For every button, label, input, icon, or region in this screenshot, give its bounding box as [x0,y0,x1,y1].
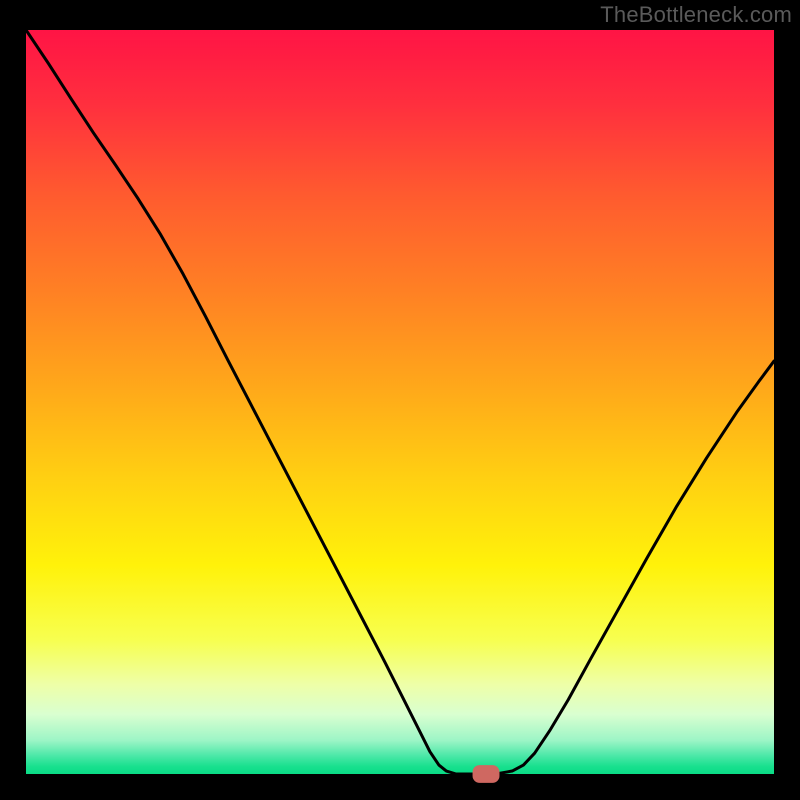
optimal-marker [473,765,500,783]
chart-stage: TheBottleneck.com [0,0,800,800]
plot-area [26,30,774,774]
watermark-text: TheBottleneck.com [600,2,792,28]
chart-svg [0,0,800,800]
